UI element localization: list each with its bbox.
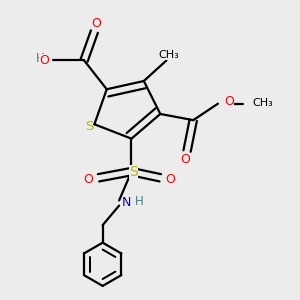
Text: O: O	[92, 17, 101, 30]
Text: O: O	[166, 173, 176, 186]
Text: S: S	[85, 120, 93, 133]
Text: S: S	[129, 165, 138, 178]
Text: N: N	[122, 196, 132, 209]
Text: O: O	[224, 95, 234, 108]
Text: CH₃: CH₃	[158, 50, 179, 60]
Text: H: H	[35, 52, 44, 65]
Text: O: O	[39, 54, 49, 67]
Text: O: O	[180, 153, 190, 166]
Text: H: H	[135, 195, 143, 208]
Text: O: O	[83, 173, 93, 186]
Text: CH₃: CH₃	[252, 98, 273, 108]
